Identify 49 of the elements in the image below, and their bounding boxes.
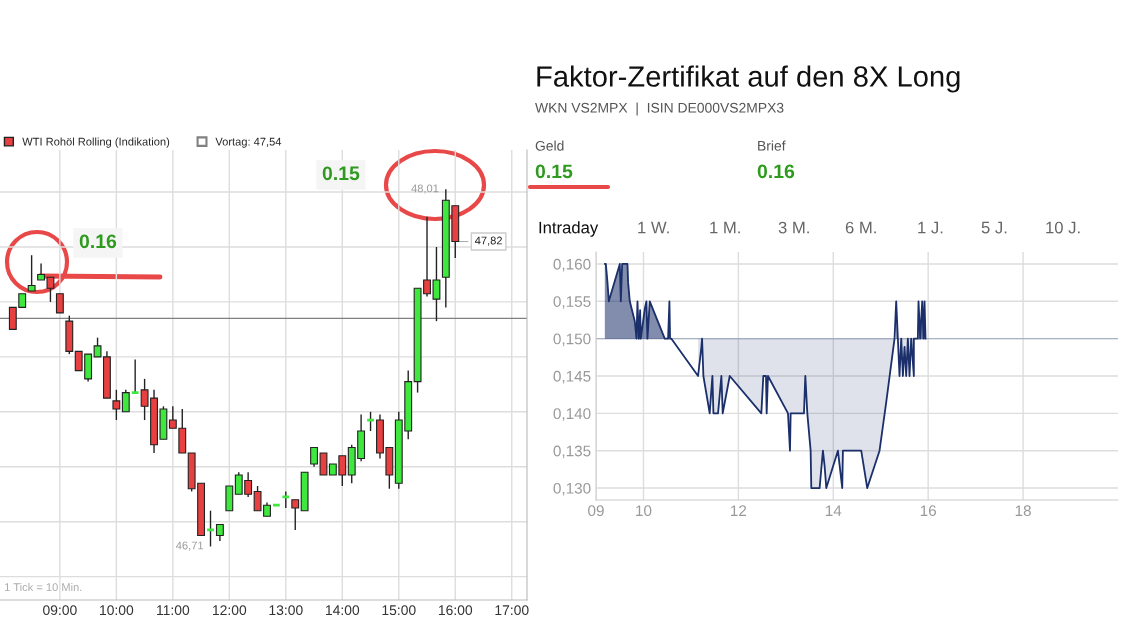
- x-tick-label: 10: [636, 505, 652, 517]
- x-tick-label: 14: [825, 505, 842, 516]
- text: 0.16: [757, 164, 795, 179]
- text: 1 W.: [638, 221, 669, 234]
- y-tick-label: 0,140: [553, 408, 591, 421]
- y-tick-label: 0,135: [553, 445, 591, 459]
- text: 10 J.: [1046, 221, 1080, 234]
- candlestick: [291, 499, 300, 531]
- text: 1 J.: [918, 221, 943, 234]
- x-tick-label: 16:00: [438, 605, 473, 616]
- annotation: 0.16: [79, 234, 117, 249]
- text: 3 M.: [778, 221, 809, 234]
- x-tick-label: 17:00: [495, 605, 529, 616]
- candlestick: [112, 389, 121, 421]
- text: 1 Tick = 10 Min.: [5, 582, 82, 592]
- chart-subtitle: WKN VS2MPX | ISIN DE000VS2MPX3: [535, 102, 784, 116]
- text: Brief: [758, 140, 786, 151]
- x-tick-label: 10:00: [100, 605, 134, 616]
- x-tick-label: 11:00: [157, 605, 190, 616]
- text: Geld: [535, 140, 564, 151]
- chart-title: Faktor-Zertifikat auf den 8X Long: [537, 65, 960, 93]
- text: 6 M.: [845, 221, 876, 234]
- x-tick-label: 13:00: [269, 605, 303, 616]
- text: 5 J.: [981, 221, 1007, 234]
- text: 1 M.: [710, 221, 740, 234]
- x-tick-label: 16: [920, 505, 937, 517]
- y-tick-label: 0,160: [553, 258, 591, 272]
- y-tick-label: 0,155: [553, 296, 591, 309]
- y-tick-label: 0,150: [553, 333, 591, 347]
- annotation: 48,01: [411, 184, 439, 194]
- x-tick-label: 09: [588, 505, 604, 517]
- text: 0.15: [322, 166, 360, 181]
- x-tick-label: 18: [1015, 505, 1031, 517]
- legend-label: Vortag: 47,54: [215, 137, 282, 148]
- candlestick: [27, 254, 36, 292]
- candlestick: [55, 292, 64, 314]
- annotation: 47,82: [474, 236, 502, 246]
- x-tick-label: 12: [731, 505, 747, 516]
- text: Intraday: [539, 221, 599, 237]
- candlestick: [121, 389, 130, 413]
- x-tick-label: 15:00: [382, 605, 416, 616]
- x-tick-label: 14:00: [325, 605, 360, 616]
- y-tick-label: 0,145: [553, 370, 591, 384]
- annotation: 46,71: [176, 541, 204, 551]
- text: 0.15: [535, 164, 573, 179]
- legend-label: WTI Rohöl Rolling (Indikation): [22, 137, 170, 148]
- y-tick-label: 0,130: [553, 482, 591, 496]
- x-tick-label: 12:00: [213, 605, 247, 616]
- x-tick-label: 09:00: [43, 605, 77, 616]
